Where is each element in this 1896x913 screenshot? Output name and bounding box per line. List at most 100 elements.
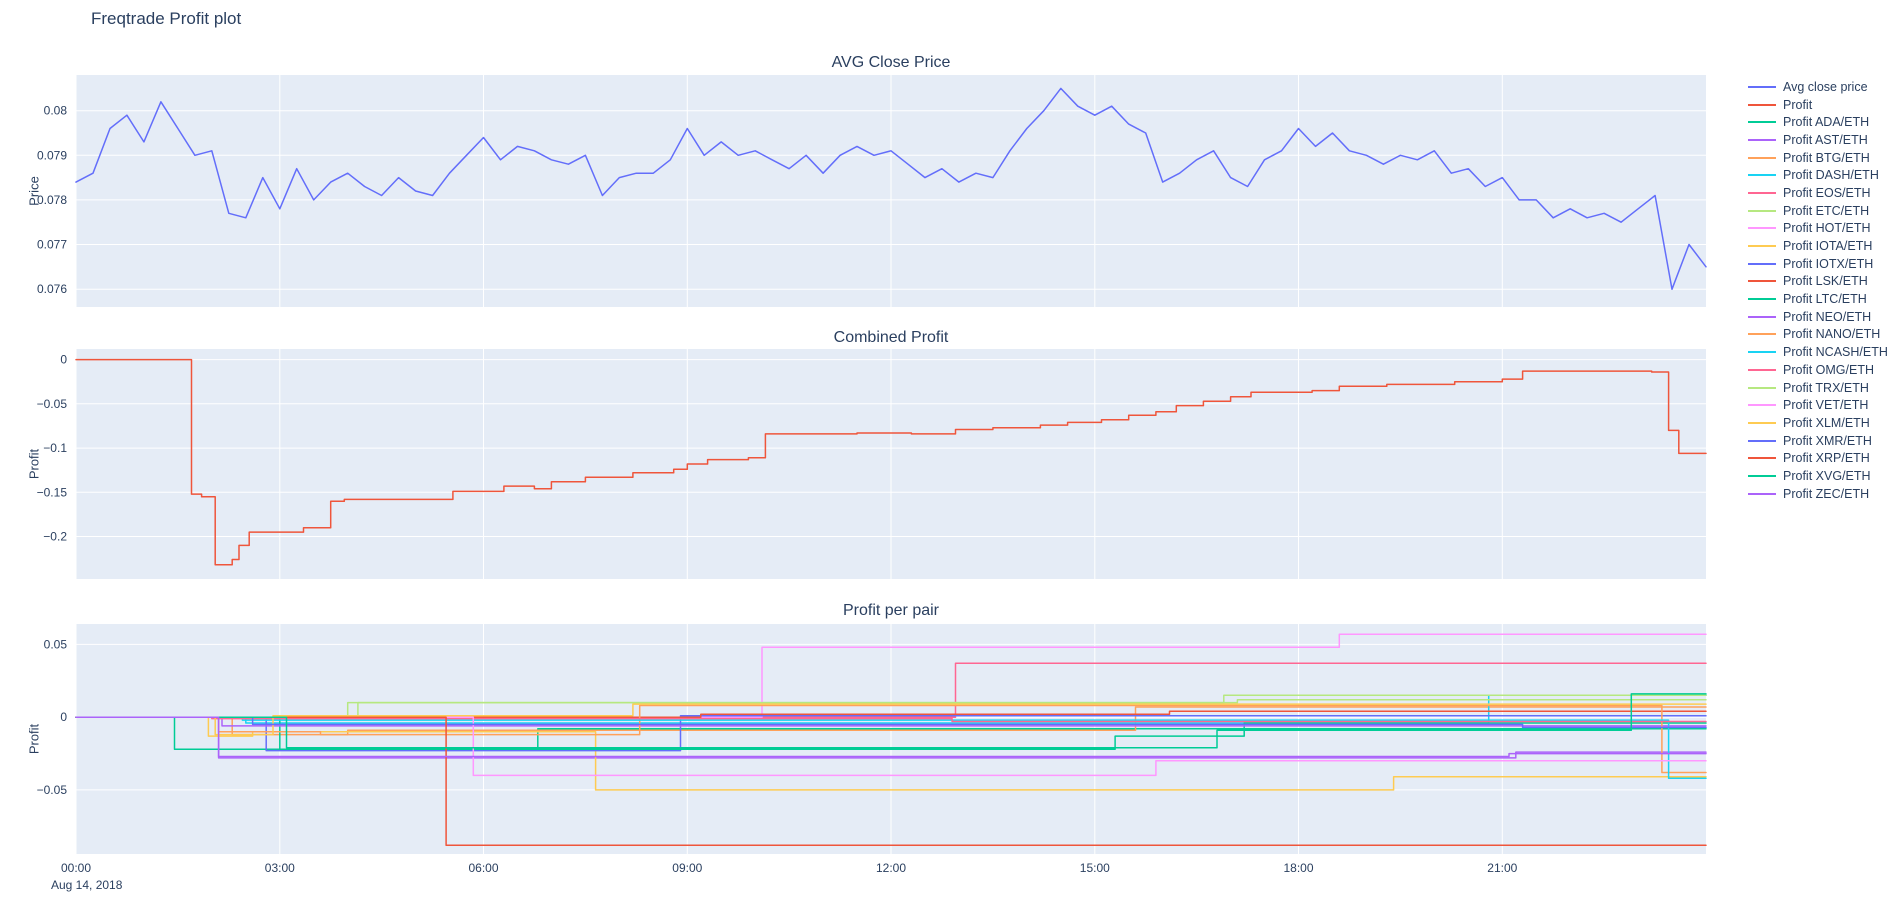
legend-label: Avg close price	[1783, 79, 1868, 94]
legend-line-swatch-icon	[1748, 315, 1776, 318]
y-tick-label: −0.1	[43, 441, 67, 455]
legend-label: Profit LTC/ETH	[1783, 292, 1867, 307]
y-tick-label: 0.08	[44, 104, 68, 118]
legend-label: Profit XRP/ETH	[1783, 451, 1870, 466]
legend-item-profit-neo-eth[interactable]: Profit NEO/ETH	[1748, 308, 1888, 326]
legend-item-profit-dash-eth[interactable]: Profit DASH/ETH	[1748, 166, 1888, 184]
legend-item-profit-btg-eth[interactable]: Profit BTG/ETH	[1748, 149, 1888, 167]
legend: Avg close price Profit Profit ADA/ETH Profi…	[1748, 78, 1888, 503]
series-line-avg-close-price	[75, 87, 1707, 290]
x-tick-label: 09:00	[672, 861, 702, 875]
legend-line-swatch-icon	[1748, 333, 1776, 336]
legend-label: Profit	[1783, 97, 1813, 112]
legend-item-profit-omg-eth[interactable]: Profit OMG/ETH	[1748, 361, 1888, 379]
x-tick-label: 00:00	[61, 861, 91, 875]
x-tick-label: 12:00	[876, 861, 906, 875]
y-axis-label-price: Price	[26, 176, 42, 206]
y-tick-label: −0.05	[37, 783, 68, 797]
legend-line-swatch-icon	[1748, 227, 1776, 230]
legend-label: Profit IOTA/ETH	[1783, 239, 1873, 254]
legend-line-swatch-icon	[1748, 351, 1776, 354]
legend-line-swatch-icon	[1748, 103, 1776, 106]
x-tick-label: 15:00	[1080, 861, 1110, 875]
y-tick-label: −0.15	[37, 485, 68, 499]
x-tick-label: 21:00	[1487, 861, 1517, 875]
legend-item-profit-etc-eth[interactable]: Profit ETC/ETH	[1748, 202, 1888, 220]
legend-line-swatch-icon	[1748, 280, 1776, 283]
legend-label: Profit ADA/ETH	[1783, 115, 1870, 130]
y-tick-label: −0.05	[37, 397, 68, 411]
legend-label: Profit XVG/ETH	[1783, 468, 1871, 483]
y-tick-label: 0.076	[37, 282, 67, 296]
series-line-profit-zec-eth	[75, 716, 1707, 758]
y-axis-label-profit-pairs: Profit	[26, 723, 42, 755]
legend-line-swatch-icon	[1748, 85, 1776, 88]
legend-item-profit-xrp-eth[interactable]: Profit XRP/ETH	[1748, 449, 1888, 467]
y-tick-label: 0	[60, 710, 67, 724]
legend-item-profit-ada-eth[interactable]: Profit ADA/ETH	[1748, 113, 1888, 131]
legend-line-swatch-icon	[1748, 421, 1776, 424]
y-tick-label: 0.078	[37, 193, 67, 207]
x-axis-date-label: Aug 14, 2018	[51, 878, 123, 892]
legend-label: Profit XLM/ETH	[1783, 415, 1870, 430]
legend-item-profit-hot-eth[interactable]: Profit HOT/ETH	[1748, 220, 1888, 238]
legend-item-profit-ast-eth[interactable]: Profit AST/ETH	[1748, 131, 1888, 149]
legend-item-profit-eos-eth[interactable]: Profit EOS/ETH	[1748, 184, 1888, 202]
legend-label: Profit BTG/ETH	[1783, 150, 1870, 165]
series-line-profit-lsk-eth	[75, 710, 1707, 718]
legend-label: Profit OMG/ETH	[1783, 362, 1874, 377]
legend-item-profit-lsk-eth[interactable]: Profit LSK/ETH	[1748, 273, 1888, 291]
legend-line-swatch-icon	[1748, 474, 1776, 477]
legend-label: Profit ETC/ETH	[1783, 203, 1870, 218]
legend-item-profit-zec-eth[interactable]: Profit ZEC/ETH	[1748, 485, 1888, 503]
y-tick-label: 0	[60, 353, 67, 367]
legend-label: Profit EOS/ETH	[1783, 185, 1871, 200]
legend-label: Profit HOT/ETH	[1783, 221, 1871, 236]
legend-label: Profit TRX/ETH	[1783, 380, 1869, 395]
series-line-profit-iota-eth	[75, 716, 1707, 791]
legend-label: Profit VET/ETH	[1783, 398, 1869, 413]
chart-title-avg-close-price: AVG Close Price	[831, 54, 951, 71]
y-tick-label: 0.077	[37, 238, 67, 252]
legend-item-profit-xlm-eth[interactable]: Profit XLM/ETH	[1748, 414, 1888, 432]
legend-item-profit[interactable]: Profit	[1748, 96, 1888, 114]
legend-label: Profit LSK/ETH	[1783, 274, 1868, 289]
legend-item-profit-vet-eth[interactable]: Profit VET/ETH	[1748, 396, 1888, 414]
legend-line-swatch-icon	[1748, 262, 1776, 265]
legend-line-swatch-icon	[1748, 138, 1776, 141]
x-tick-label: 03:00	[265, 861, 295, 875]
legend-item-profit-iota-eth[interactable]: Profit IOTA/ETH	[1748, 237, 1888, 255]
legend-line-swatch-icon	[1748, 209, 1776, 212]
x-tick-label: 18:00	[1283, 861, 1313, 875]
legend-item-profit-nano-eth[interactable]: Profit NANO/ETH	[1748, 326, 1888, 344]
y-tick-label: 0.05	[44, 637, 68, 651]
legend-line-swatch-icon	[1748, 386, 1776, 389]
legend-line-swatch-icon	[1748, 156, 1776, 159]
legend-item-profit-ltc-eth[interactable]: Profit LTC/ETH	[1748, 290, 1888, 308]
legend-label: Profit AST/ETH	[1783, 132, 1868, 147]
legend-line-swatch-icon	[1748, 439, 1776, 442]
legend-item-profit-xvg-eth[interactable]: Profit XVG/ETH	[1748, 467, 1888, 485]
chart-title-combined-profit: Combined Profit	[833, 329, 949, 346]
legend-item-profit-iotx-eth[interactable]: Profit IOTX/ETH	[1748, 255, 1888, 273]
legend-label: Profit NEO/ETH	[1783, 309, 1872, 324]
legend-line-swatch-icon	[1748, 298, 1776, 301]
legend-item-profit-trx-eth[interactable]: Profit TRX/ETH	[1748, 379, 1888, 397]
legend-item-profit-ncash-eth[interactable]: Profit NCASH/ETH	[1748, 343, 1888, 361]
y-tick-label: −0.2	[43, 530, 67, 544]
series-line-profit-xvg-eth	[75, 693, 1707, 749]
series-line-profit	[75, 358, 1707, 566]
legend-line-swatch-icon	[1748, 368, 1776, 371]
legend-label: Profit DASH/ETH	[1783, 168, 1879, 183]
chart-title-profit-per-pair: Profit per pair	[842, 602, 940, 619]
y-axis-label-profit-combined: Profit	[26, 448, 42, 480]
legend-label: Profit NCASH/ETH	[1783, 345, 1888, 360]
y-tick-label: 0.079	[37, 148, 67, 162]
legend-line-swatch-icon	[1748, 191, 1776, 194]
legend-item-avg-close-price[interactable]: Avg close price	[1748, 78, 1888, 96]
legend-line-swatch-icon	[1748, 121, 1776, 124]
legend-item-profit-xmr-eth[interactable]: Profit XMR/ETH	[1748, 432, 1888, 450]
legend-line-swatch-icon	[1748, 245, 1776, 248]
